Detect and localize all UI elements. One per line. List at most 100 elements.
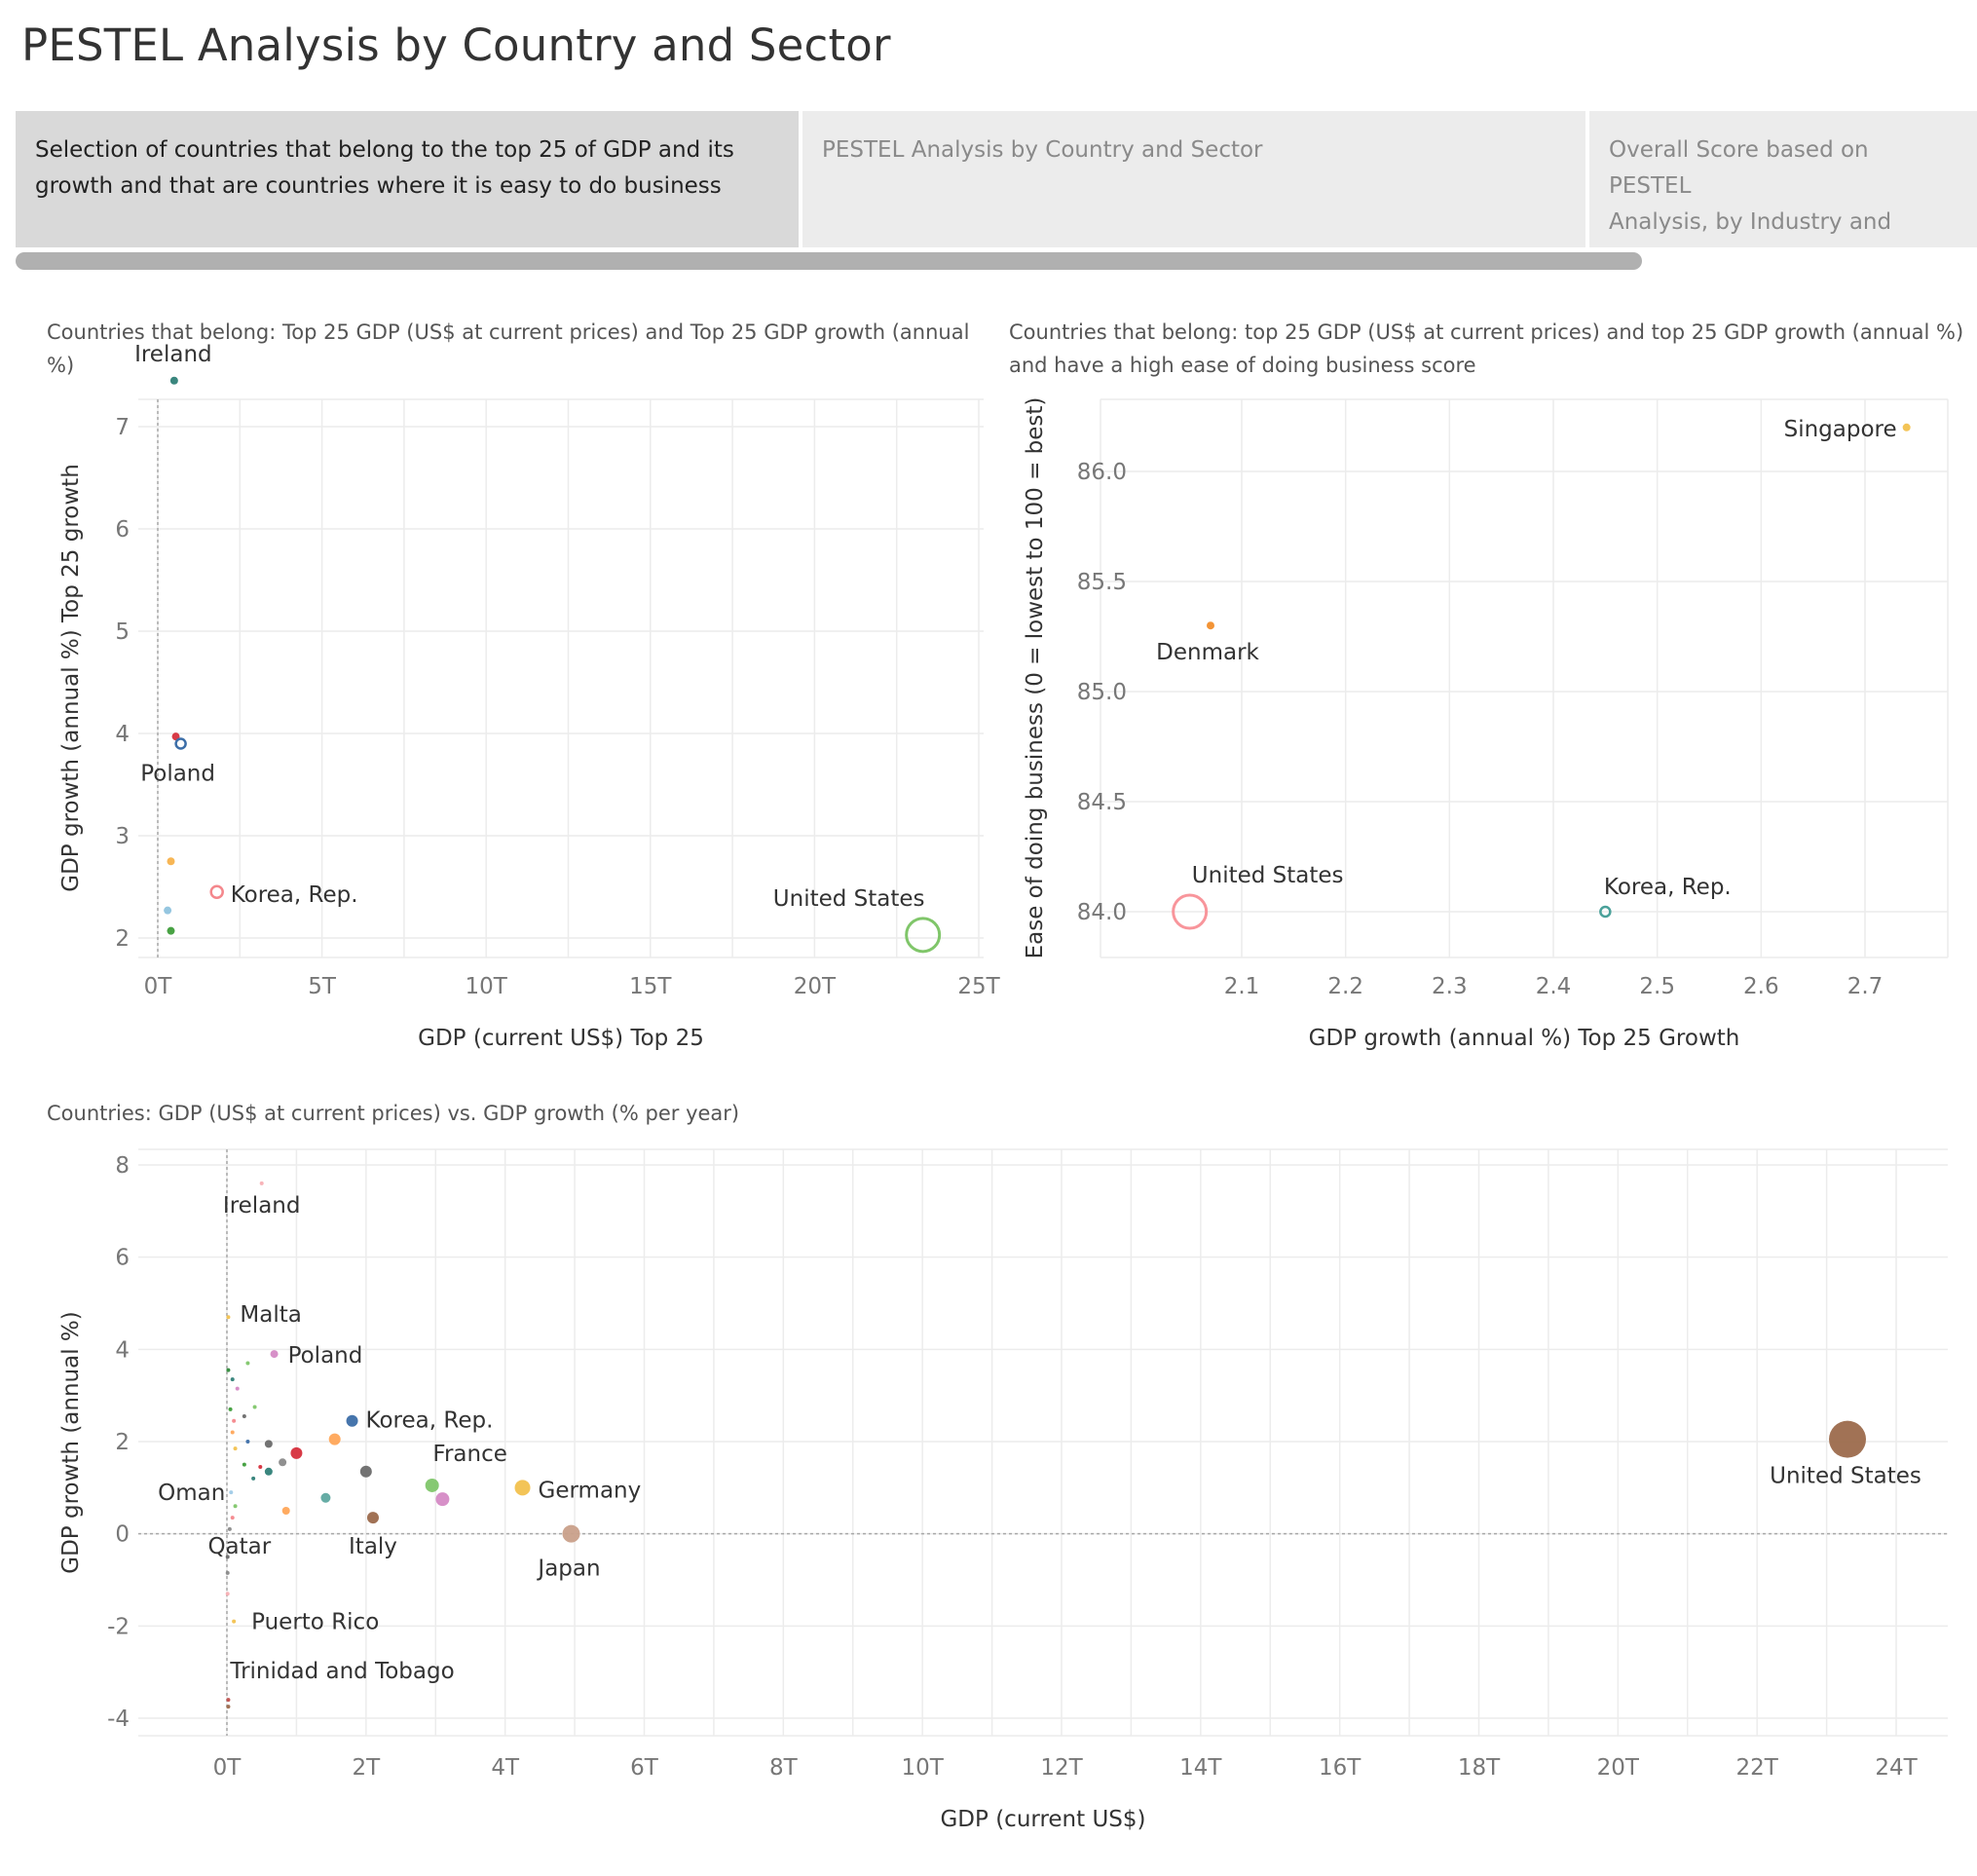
y-tick-label: 4	[115, 722, 130, 747]
point-unlabeled	[164, 906, 172, 915]
point-label: Germany	[539, 1478, 642, 1503]
point-unlabeled	[225, 1570, 230, 1575]
point-label: Korea, Rep.	[1604, 875, 1732, 900]
tab-label-line: Selection of countries that belong to th…	[35, 137, 734, 163]
point-unlabeled	[233, 1504, 238, 1509]
x-tick-label: 6T	[630, 1755, 659, 1781]
point-unlabeled	[167, 857, 175, 866]
tab-strip-scrollbar[interactable]	[16, 252, 1642, 270]
point-korea-rep-	[346, 1414, 358, 1427]
point-united-states	[905, 917, 942, 954]
tab-label-line: Analysis, by Industry and Count..	[1609, 209, 1892, 247]
point-unlabeled	[252, 1405, 257, 1409]
y-tick-label: 2	[115, 926, 130, 952]
y-tick-label: 6	[115, 517, 130, 543]
point-label: Trinidad and Tobago	[229, 1659, 454, 1684]
point-label: Japan	[536, 1557, 600, 1582]
tab-overall-score[interactable]: Overall Score based on PESTEL Analysis, …	[1589, 111, 1977, 247]
y-tick-label: 3	[115, 824, 130, 849]
x-tick-label: 16T	[1319, 1755, 1362, 1781]
y-axis-title: Ease of doing business (0 = lowest to 10…	[1023, 397, 1048, 959]
point-label: Malta	[240, 1302, 301, 1328]
point-singapore	[1902, 423, 1911, 431]
point-label: Poland	[140, 762, 215, 787]
point-label: Oman	[158, 1481, 225, 1506]
tab-label-line: growth and that are countries where it i…	[35, 173, 722, 199]
point-label: United States	[1770, 1464, 1921, 1489]
chart-1-title-line: Countries that belong: Top 25 GDP (US$ a…	[47, 320, 970, 344]
x-tick-label: 2T	[352, 1755, 381, 1781]
x-tick-label: 2.3	[1432, 974, 1468, 999]
y-tick-label: 5	[115, 619, 130, 645]
point-united-states	[1172, 893, 1209, 930]
chart-2-title-line: and have a high ease of doing business s…	[1009, 354, 1476, 377]
point-poland	[270, 1350, 279, 1359]
point-label: Denmark	[1156, 640, 1259, 665]
point-malta	[226, 1315, 231, 1320]
point-label: Korea, Rep.	[231, 882, 358, 908]
x-tick-label: 0T	[213, 1755, 242, 1781]
point-unlabeled	[230, 1516, 235, 1520]
tab-pestel-analysis[interactable]: PESTEL Analysis by Country and Sector	[802, 111, 1585, 247]
dashboard-tab-strip: Selection of countries that belong to th…	[16, 111, 1977, 247]
point-label: Italy	[349, 1534, 397, 1559]
x-axis-title: GDP growth (annual %) Top 25 Growth	[1309, 1026, 1740, 1051]
chart-3-title: Countries: GDP (US$ at current prices) v…	[47, 1102, 740, 1125]
point-unlabeled	[225, 1555, 230, 1559]
x-tick-label: 10T	[466, 974, 508, 999]
point-unlabeled	[258, 1465, 263, 1470]
x-tick-label: 20T	[1597, 1755, 1640, 1781]
x-tick-label: 18T	[1458, 1755, 1501, 1781]
point-korea-rep-	[1599, 905, 1612, 919]
tab-label-line: PESTEL Analysis by Country and Sector	[822, 137, 1263, 163]
chart-1-title: Countries that belong: Top 25 GDP (US$ a…	[47, 316, 982, 382]
point-unlabeled	[233, 1446, 238, 1451]
x-axis-title: GDP (current US$) Top 25	[418, 1026, 704, 1051]
point-italy	[366, 1512, 379, 1524]
point-label: Singapore	[1784, 417, 1897, 442]
y-tick-label: 6	[115, 1246, 130, 1271]
tab-country-selection[interactable]: Selection of countries that belong to th…	[16, 111, 799, 247]
gridlines	[138, 398, 984, 958]
chart-1-title-line: %)	[47, 354, 75, 377]
x-tick-label: 22T	[1736, 1755, 1779, 1781]
point-label: United States	[773, 886, 925, 912]
point-unlabeled	[230, 1430, 235, 1435]
point-unlabeled	[290, 1446, 303, 1459]
y-tick-label: 85.5	[1077, 570, 1127, 595]
y-axis-title: GDP growth (annual %) Top 25 growth	[58, 464, 84, 892]
tab-label-line: Overall Score based on PESTEL	[1609, 137, 1869, 199]
point-unlabeled	[167, 926, 175, 935]
x-tick-label: 12T	[1040, 1755, 1083, 1781]
point-unlabeled	[242, 1413, 246, 1418]
point-label: Poland	[288, 1343, 363, 1369]
y-tick-label: 85.0	[1077, 680, 1127, 705]
point-unlabeled	[435, 1492, 450, 1507]
x-tick-label: 0T	[144, 974, 173, 999]
point-puerto-rico	[232, 1619, 237, 1624]
point-france	[425, 1478, 439, 1492]
point-japan	[562, 1524, 580, 1543]
chart-2-title-line: Countries that belong: top 25 GDP (US$ a…	[1009, 320, 1964, 344]
point-unlabeled	[279, 1458, 287, 1467]
x-tick-label: 4T	[491, 1755, 520, 1781]
point-unlabeled	[225, 1592, 230, 1596]
point-unlabeled	[328, 1433, 341, 1445]
point-unlabeled	[242, 1462, 246, 1467]
x-tick-label: 10T	[902, 1755, 945, 1781]
y-tick-label: 86.0	[1077, 460, 1127, 485]
point-trinidad-and-tobago	[226, 1698, 231, 1703]
chart-2-title: Countries that belong: top 25 GDP (US$ a…	[1009, 316, 1973, 382]
point-unlabeled	[281, 1507, 290, 1515]
x-tick-label: 2.2	[1327, 974, 1363, 999]
point-label: Ireland	[134, 342, 212, 367]
x-tick-label: 2.4	[1536, 974, 1572, 999]
point-label: Korea, Rep.	[366, 1408, 494, 1434]
y-tick-label: 8	[115, 1153, 130, 1179]
point-oman	[229, 1490, 234, 1495]
point-denmark	[1207, 621, 1214, 630]
x-tick-label: 2.6	[1743, 974, 1779, 999]
point-unlabeled	[320, 1492, 331, 1503]
